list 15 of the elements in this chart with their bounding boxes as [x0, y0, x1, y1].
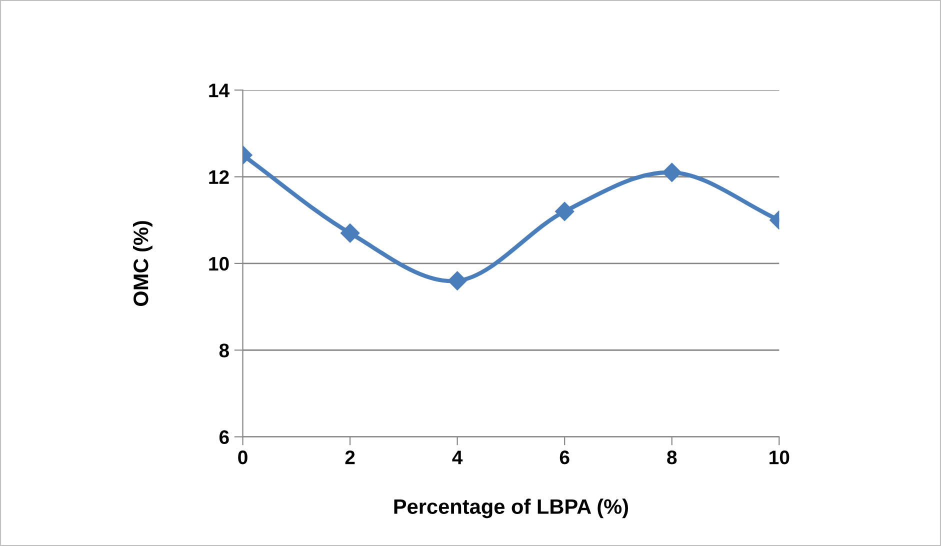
- y-tick-label: 8: [219, 344, 229, 358]
- x-tick-label: 0: [238, 450, 248, 464]
- x-tick-label: 10: [770, 450, 790, 464]
- x-axis-title: Percentage of LBPA (%): [394, 498, 628, 518]
- y-tick-label: 10: [209, 256, 229, 271]
- point: [448, 271, 467, 290]
- y-tick-label: 14: [209, 84, 230, 98]
- x-tick-label: 6: [560, 450, 570, 464]
- y-tick-label: 6: [219, 430, 229, 444]
- x-tick-label: 4: [452, 450, 463, 464]
- x-tick-label: 2: [345, 450, 355, 464]
- y-axis-title: OMC (%): [132, 221, 152, 306]
- y-tick-label: 12: [209, 170, 229, 184]
- x-tick-label: 8: [667, 450, 677, 464]
- point: [555, 202, 574, 221]
